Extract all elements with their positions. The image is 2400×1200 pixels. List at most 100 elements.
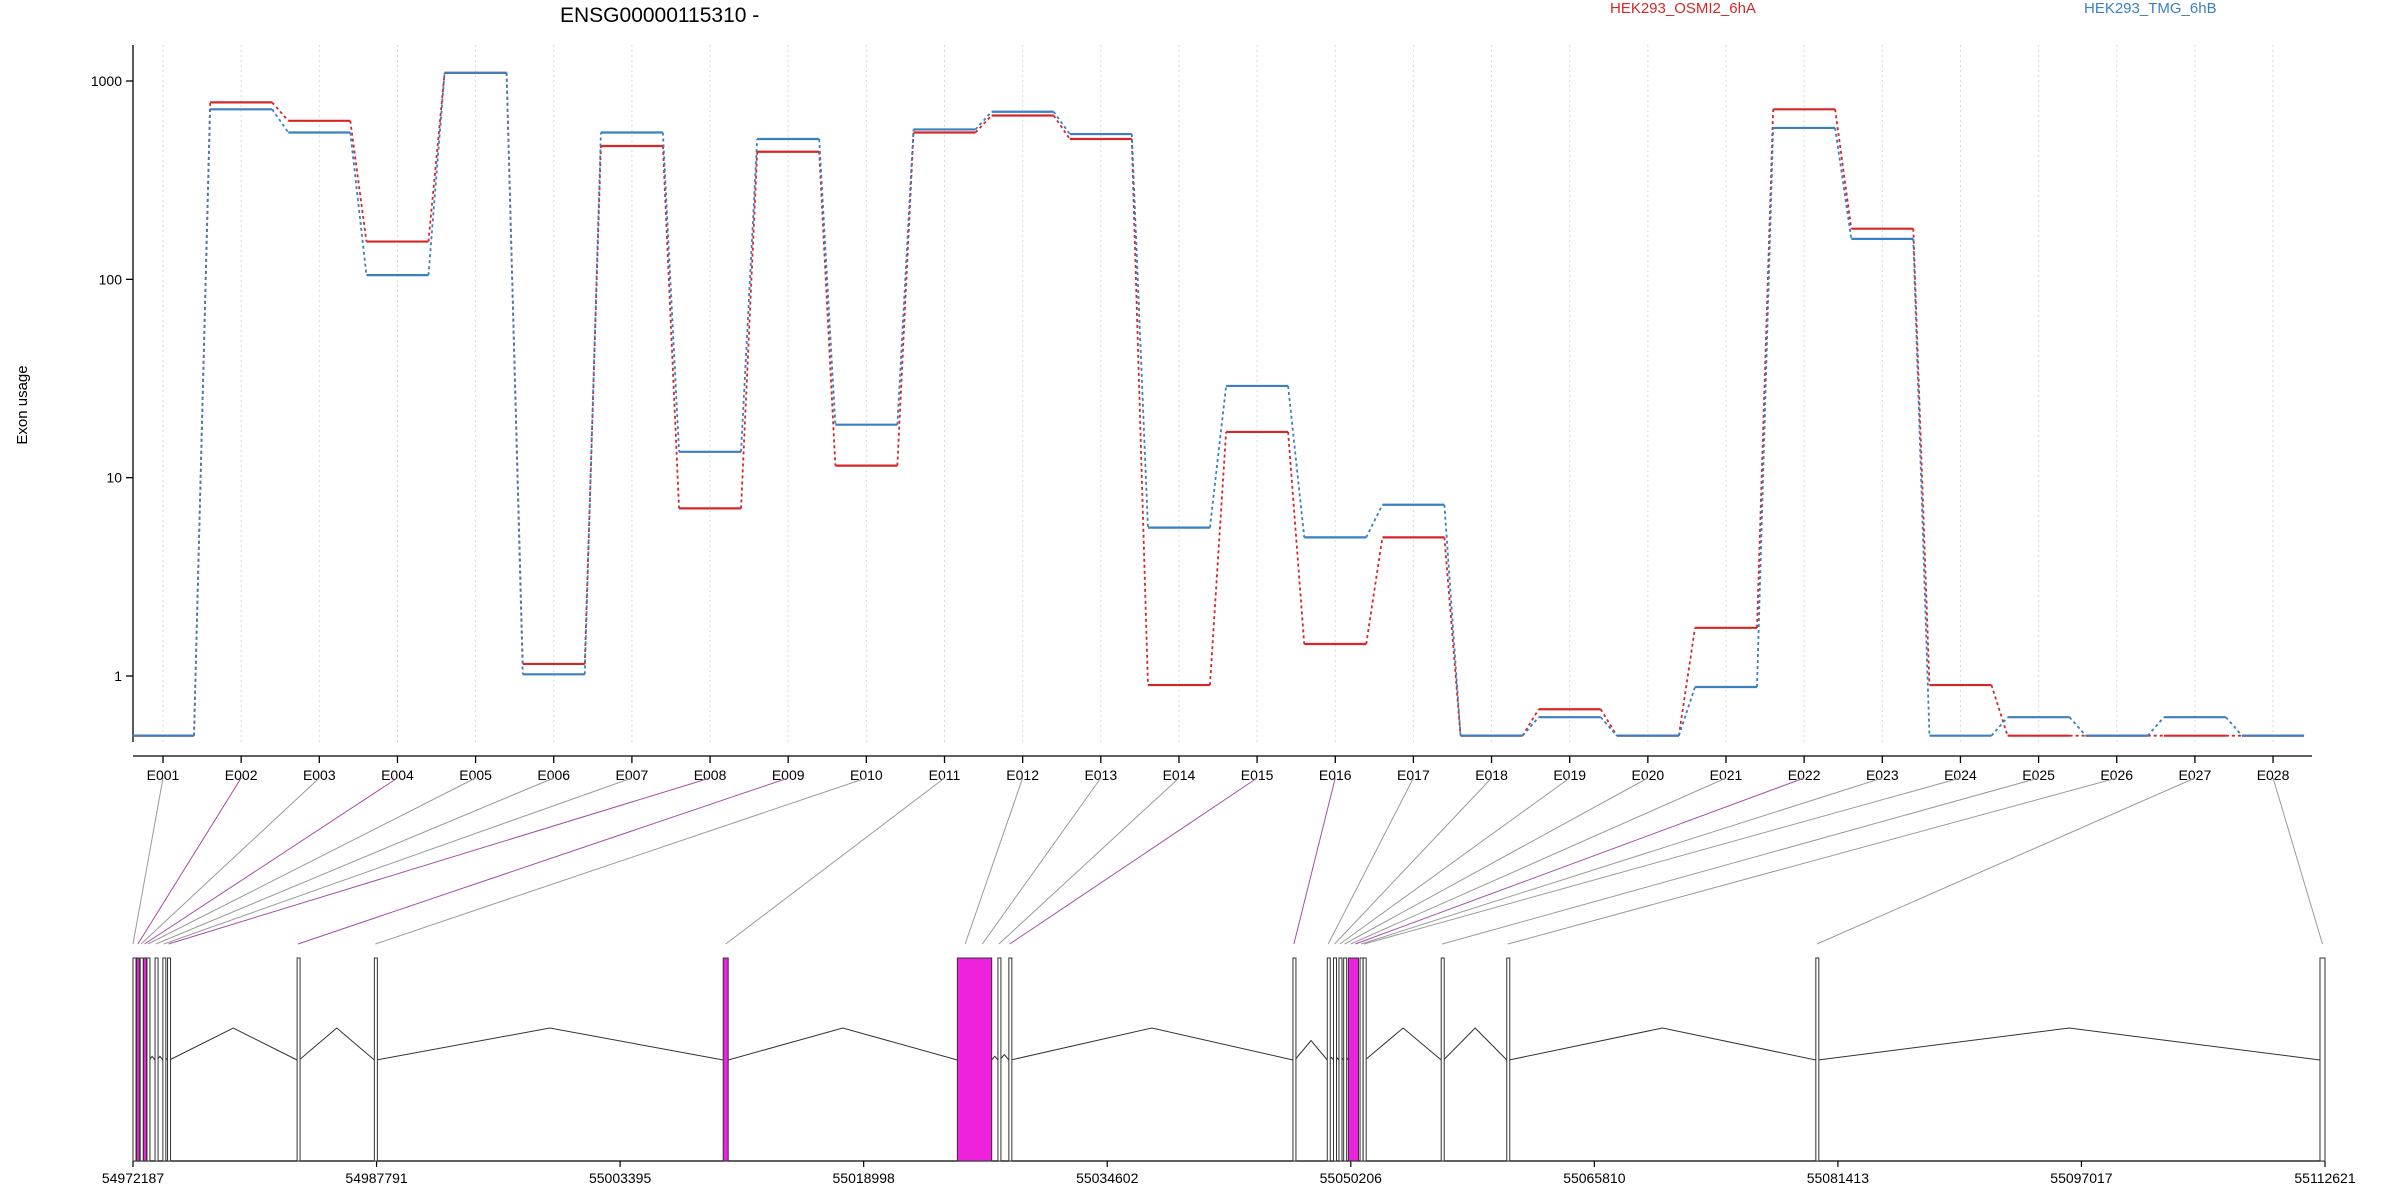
series-connector — [662, 145, 680, 509]
x-tick-label: E014 — [1163, 767, 1196, 783]
exon-box — [1333, 957, 1338, 1162]
exon-box — [1359, 957, 1364, 1162]
genomic-tick-label: 55050206 — [1320, 1170, 1383, 1186]
exon-link-line — [2272, 777, 2323, 945]
series-connector — [896, 129, 915, 425]
x-tick-label: E002 — [225, 767, 258, 783]
series-connector — [1209, 431, 1227, 686]
genomic-tick-label: 55097017 — [2050, 1170, 2113, 1186]
intron-line — [1294, 1039, 1328, 1061]
x-tick-label: E011 — [929, 767, 961, 783]
x-tick-label: E003 — [303, 767, 336, 783]
exon-box — [956, 957, 993, 1162]
exon-box — [154, 957, 159, 1162]
exon-link-line — [297, 777, 789, 945]
x-tick-label: E017 — [1397, 767, 1430, 783]
x-tick-label: E005 — [459, 767, 492, 783]
x-tick-label: E001 — [147, 767, 180, 783]
y-axis-label: Exon usage — [14, 365, 31, 444]
y-tick-label: 100 — [99, 271, 123, 287]
exon-link-line — [144, 777, 398, 945]
exon-box — [132, 957, 137, 1162]
series-connector — [1990, 684, 2009, 736]
x-tick-label: E010 — [850, 767, 883, 783]
exon-link-line — [1327, 777, 1414, 945]
exon-link-line — [168, 777, 711, 945]
gene-model-layer: 54972187 54987791 55003395 55018998 55034602… — [102, 957, 2356, 1186]
x-tick-label: E020 — [1631, 767, 1664, 783]
exon-box — [1440, 957, 1445, 1162]
x-tick-label: E015 — [1241, 767, 1274, 783]
exon-link-line — [155, 777, 554, 945]
legend-series-2: HEK293_TMG_6hB — [2084, 0, 2217, 17]
series-connector — [2225, 716, 2243, 737]
exon-box — [1338, 957, 1343, 1162]
exon-box — [1343, 957, 1348, 1162]
x-tick-label: E027 — [2179, 767, 2212, 783]
genomic-tick-label: 55003395 — [589, 1170, 652, 1186]
series-connector — [427, 72, 446, 242]
series-2 — [132, 71, 2305, 737]
exon-box — [373, 957, 378, 1162]
series-connector — [740, 151, 759, 509]
series-connector — [1834, 109, 1853, 229]
exon-box — [1008, 957, 1013, 1162]
genomic-tick-label: 55034602 — [1076, 1170, 1139, 1186]
series-connector — [1990, 716, 2009, 737]
series-connector — [1912, 238, 1931, 736]
intron-line — [1364, 1027, 1442, 1061]
series-connector — [349, 120, 368, 242]
series-connector — [1130, 138, 1149, 686]
exon-link-line — [1350, 777, 1727, 945]
series-connector — [1130, 134, 1149, 528]
exon-link-line — [132, 777, 164, 945]
exon-box — [1292, 957, 1297, 1162]
exon-box — [143, 957, 148, 1162]
x-tick-label: E021 — [1710, 767, 1743, 783]
series-layer — [132, 71, 2305, 737]
series-connector — [505, 72, 524, 675]
series-connector — [193, 109, 212, 736]
x-tick-label: E022 — [1788, 767, 1821, 783]
exon-box — [2319, 957, 2326, 1162]
genomic-tick-label: 54987791 — [345, 1170, 408, 1186]
exon-link-line — [1360, 777, 1883, 945]
series-connector — [1834, 127, 1853, 239]
series-connector — [1677, 627, 1696, 736]
exon-box — [136, 957, 141, 1162]
exon-link-line — [147, 777, 476, 945]
genomic-tick-label: 55065810 — [1563, 1170, 1626, 1186]
exon-link-line — [981, 777, 1102, 945]
series-connector — [818, 138, 837, 425]
exon-box — [997, 957, 1002, 1162]
series-connector — [1052, 111, 1071, 135]
series-connector — [349, 132, 368, 276]
genomic-tick-label: 55081413 — [1807, 1170, 1870, 1186]
exon-link-line — [1355, 777, 1805, 945]
exon-link-line — [1363, 777, 1961, 945]
series-connector — [1052, 114, 1071, 140]
series-connector — [1600, 716, 1618, 737]
genomic-tick-label: 55112621 — [2294, 1170, 2355, 1186]
exon-box — [722, 957, 729, 1162]
series-connector — [193, 102, 212, 736]
x-tick-label: E009 — [772, 767, 805, 783]
exon-box — [146, 957, 151, 1162]
series-connector — [1287, 385, 1306, 538]
y-tick-label: 1 — [114, 668, 122, 684]
exon-link-line — [998, 777, 1180, 945]
series-connector — [1365, 537, 1384, 645]
intron-line — [1443, 1027, 1508, 1061]
exon-box — [1362, 957, 1367, 1162]
intron-line — [1818, 1027, 2321, 1061]
series-connector — [896, 132, 915, 466]
x-tick-label: E019 — [1553, 767, 1586, 783]
intron-line — [376, 1027, 724, 1061]
exon-box — [167, 957, 172, 1162]
x-tick-label: E016 — [1319, 767, 1352, 783]
intron-line — [1010, 1027, 1294, 1061]
exon-box — [1815, 957, 1820, 1162]
grid-layer — [162, 45, 2274, 742]
series-connector — [662, 132, 680, 452]
